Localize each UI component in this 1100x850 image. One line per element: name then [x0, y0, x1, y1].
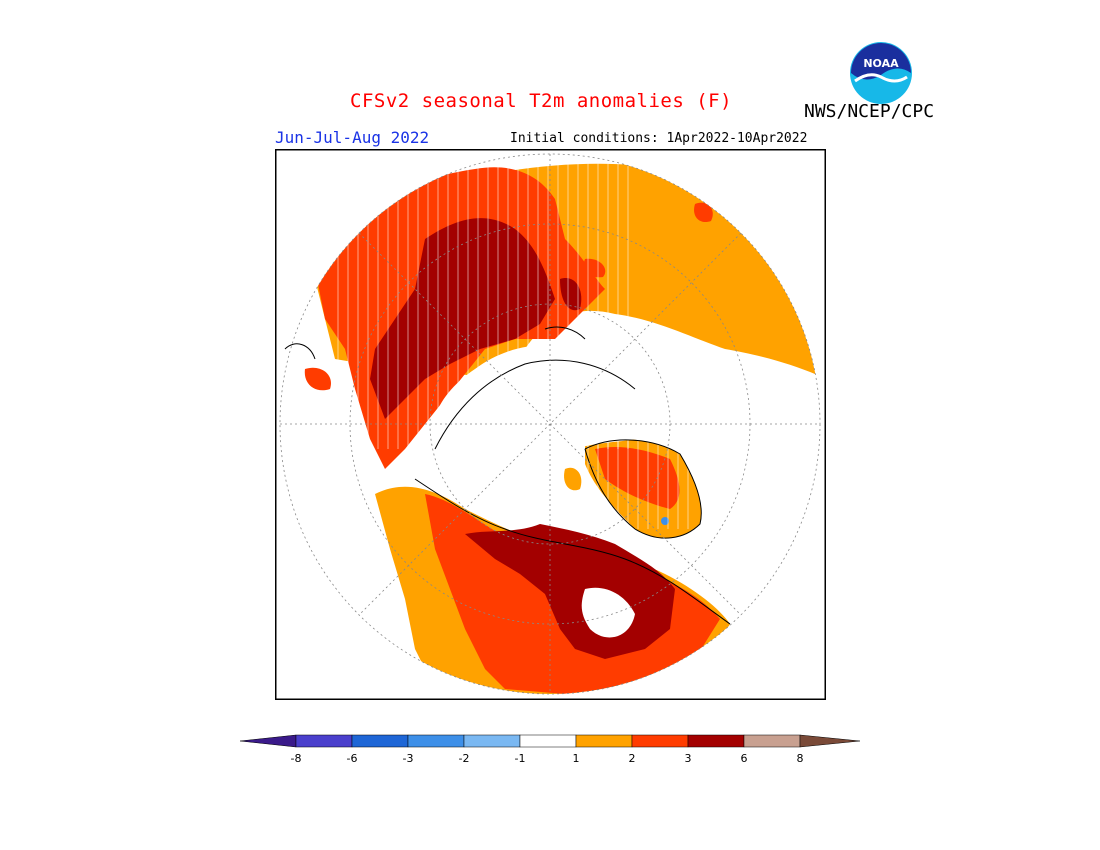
- legend-tick-label: -2: [458, 752, 470, 765]
- legend-tick-label: 6: [740, 752, 748, 765]
- noaa-logo-text: NOAA: [863, 57, 899, 70]
- legend-tick-label: -8: [290, 752, 302, 765]
- legend-swatch: [743, 734, 801, 748]
- legend-tick-label: 8: [796, 752, 804, 765]
- legend-swatch: [351, 734, 409, 748]
- agency-label: NWS/NCEP/CPC: [804, 101, 935, 122]
- anomaly-patch-iberia: [304, 367, 331, 391]
- anomaly-patch-east-asia: [694, 202, 713, 223]
- legend-tick-label: -3: [402, 752, 414, 765]
- legend-swatch: [463, 734, 521, 748]
- legend-swatch-below-min: [239, 734, 297, 748]
- legend-swatch: [687, 734, 745, 748]
- hatch-overlay-greenland: [585, 439, 695, 529]
- legend-swatch: [519, 734, 577, 748]
- anomaly-patch-iceland: [564, 467, 582, 491]
- legend-swatch: [407, 734, 465, 748]
- legend-swatch: [575, 734, 633, 748]
- legend-swatch: [295, 734, 353, 748]
- legend-tick-label: -6: [346, 752, 358, 765]
- legend-tick-label: 2: [628, 752, 636, 765]
- coastlines: [284, 326, 731, 625]
- map-title: CFSv2 seasonal T2m anomalies (F): [350, 90, 733, 112]
- legend-tick-label: -1: [514, 752, 526, 765]
- legend-swatch: [631, 734, 689, 748]
- neutral-region-hudson-bay: [581, 587, 635, 638]
- initial-conditions-label: Initial conditions: 1Apr2022-10Apr2022: [510, 131, 808, 146]
- season-label: Jun-Jul-Aug 2022: [275, 128, 430, 147]
- polar-map: [275, 149, 826, 700]
- legend-colorbar: [239, 734, 861, 748]
- noaa-logo: NOAA: [850, 42, 912, 104]
- legend-tick-label: 1: [572, 752, 580, 765]
- legend-swatch-above-max: [799, 734, 861, 748]
- graticule: [279, 153, 821, 695]
- legend-tick-label: 3: [684, 752, 692, 765]
